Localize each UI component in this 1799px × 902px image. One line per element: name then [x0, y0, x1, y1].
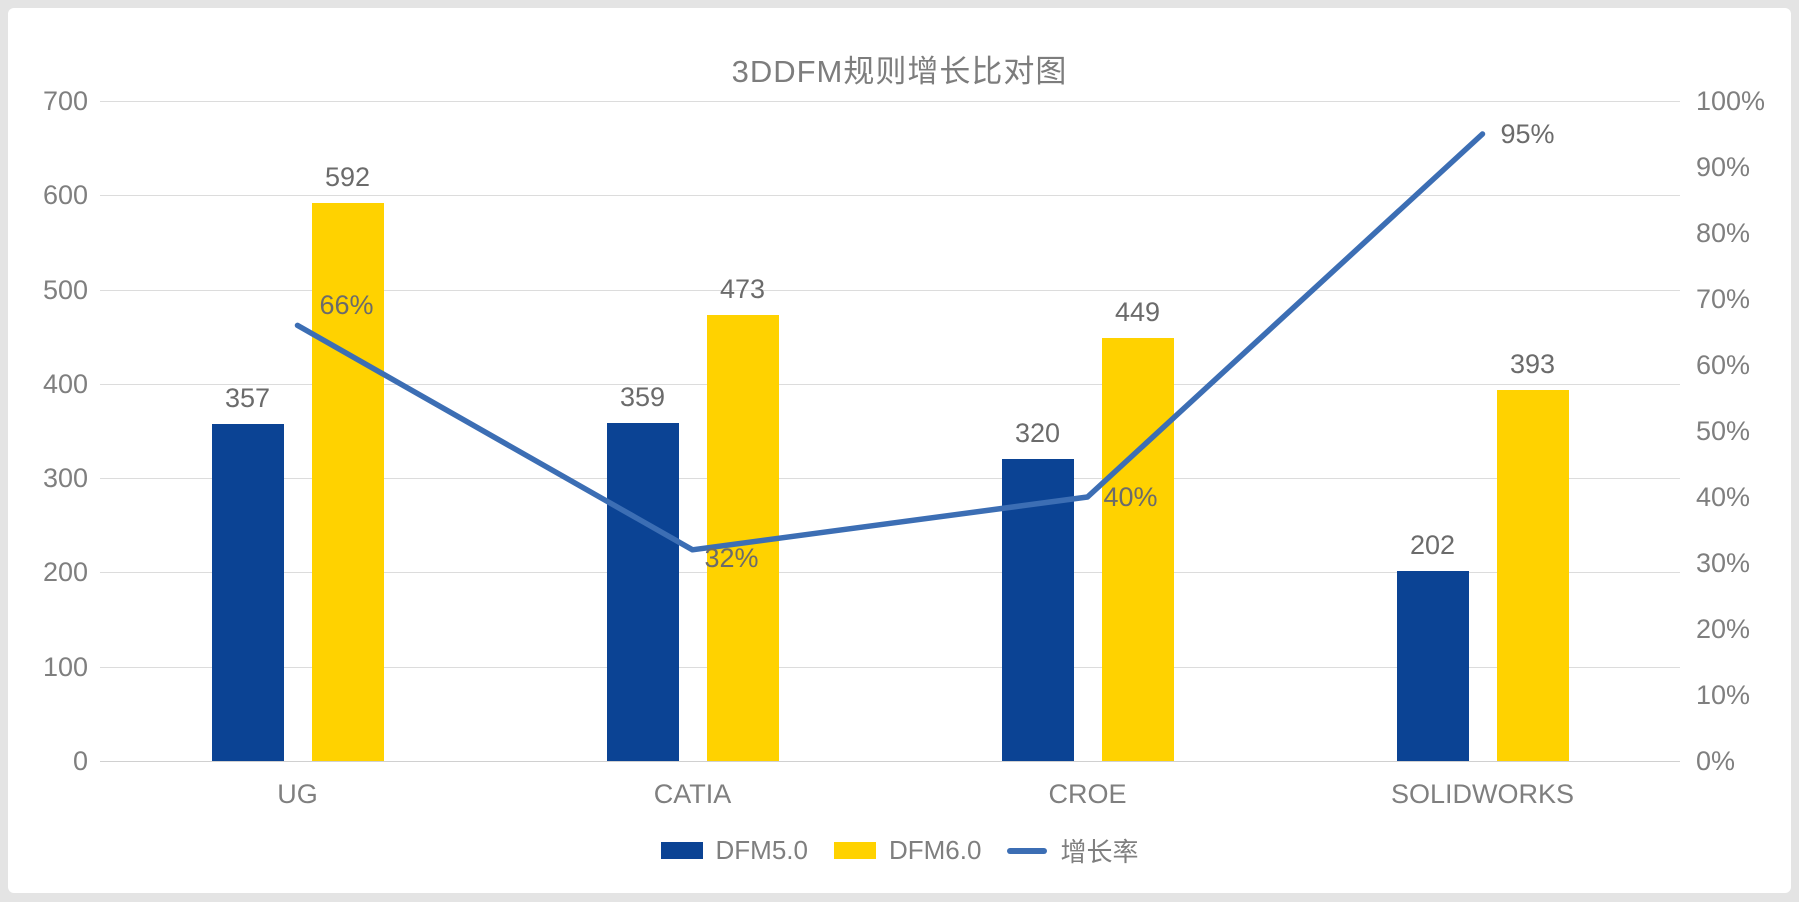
gridline-700	[100, 101, 1680, 102]
legend-swatch-DFM5.0	[660, 842, 703, 859]
gridline-200	[100, 572, 1680, 574]
legend-label-DFM6.0: DFM6.0	[888, 835, 982, 865]
x-axis-label-CATIA: CATIA	[653, 779, 732, 809]
legend-label-增长率: 增长率	[1060, 837, 1139, 867]
bar-value-label-DFM5.0-SOLIDWORKS: 202	[1409, 529, 1456, 560]
bar-value-label-DFM5.0-CROE: 320	[1014, 418, 1061, 449]
x-axis-label-CROE: CROE	[1048, 779, 1127, 809]
y-axis-right-tick-90%: 90%	[1696, 152, 1751, 182]
bar-DFM5.0-SOLIDWORKS	[1396, 570, 1469, 761]
chart-title: 3DDFM规则增长比对图	[731, 54, 1068, 89]
y-axis-left-tick-700: 700	[42, 86, 88, 116]
y-axis-left-tick-0: 0	[72, 746, 88, 776]
bar-DFM5.0-CROE	[1001, 459, 1074, 761]
bar-value-label-DFM6.0-SOLIDWORKS: 393	[1509, 349, 1556, 380]
bar-value-label-DFM5.0-CATIA: 359	[619, 381, 666, 412]
y-axis-right-tick-20%: 20%	[1696, 614, 1751, 644]
bar-value-label-DFM6.0-CROE: 449	[1114, 296, 1161, 327]
bar-DFM5.0-CATIA	[606, 422, 679, 761]
y-axis-right-tick-100%: 100%	[1696, 86, 1766, 116]
bar-DFM5.0-UG	[211, 424, 284, 761]
y-axis-right-tick-60%: 60%	[1696, 350, 1751, 380]
gridline-600	[100, 195, 1680, 197]
legend-label-DFM5.0: DFM5.0	[715, 835, 808, 865]
legend-swatch-DFM6.0	[833, 842, 876, 859]
y-axis-right-tick-0%: 0%	[1696, 746, 1736, 776]
y-axis-right-tick-80%: 80%	[1696, 218, 1751, 248]
bar-DFM6.0-CATIA	[706, 315, 779, 761]
legend-item-增长率: 增长率	[1007, 832, 1138, 869]
bar-DFM6.0-SOLIDWORKS	[1496, 390, 1569, 761]
bar-value-label-DFM5.0-UG: 357	[224, 383, 271, 414]
y-axis-left-tick-100: 100	[42, 651, 88, 682]
bar-value-label-DFM6.0-CATIA: 473	[719, 274, 766, 305]
legend-item-DFM5.0: DFM5.0	[660, 835, 808, 866]
legend: DFM5.0 DFM6.0 增长率	[0, 832, 1799, 869]
bar-DFM6.0-CROE	[1101, 337, 1174, 761]
line-point-label-UG: 66%	[319, 290, 374, 321]
y-axis-left-tick-200: 200	[42, 557, 88, 588]
y-axis-left-tick-300: 300	[42, 463, 88, 494]
line-point-label-CATIA: 32%	[704, 542, 759, 573]
y-axis-right-tick-40%: 40%	[1696, 482, 1751, 512]
gridline-100	[100, 666, 1680, 668]
y-axis-right-tick-10%: 10%	[1696, 680, 1751, 710]
line-point-label-CROE: 40%	[1103, 482, 1158, 512]
legend-item-DFM6.0: DFM6.0	[833, 835, 982, 866]
legend-swatch-增长率	[1007, 847, 1048, 854]
y-axis-left-tick-500: 500	[42, 274, 88, 305]
y-axis-right-tick-30%: 30%	[1696, 548, 1751, 578]
x-axis-label-UG: UG	[277, 779, 318, 809]
gridline-0	[100, 761, 1680, 762]
y-axis-left-tick-400: 400	[42, 368, 88, 399]
y-axis-right-tick-50%: 50%	[1696, 416, 1751, 446]
y-axis-left-tick-600: 600	[42, 180, 88, 211]
bar-value-label-DFM6.0-UG: 592	[324, 161, 371, 192]
x-axis-label-SOLIDWORKS: SOLIDWORKS	[1390, 779, 1575, 809]
line-point-label-SOLIDWORKS: 95%	[1500, 119, 1555, 149]
bar-DFM6.0-UG	[311, 202, 384, 761]
y-axis-right-tick-70%: 70%	[1696, 284, 1751, 314]
